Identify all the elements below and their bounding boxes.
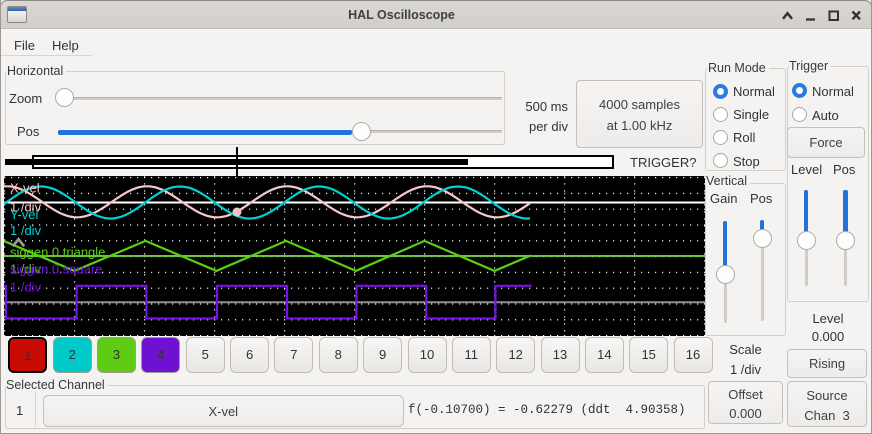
svg-text:Y-vel: Y-vel: [10, 207, 39, 222]
svg-text:1 /div: 1 /div: [10, 279, 42, 294]
svg-text:X-vel: X-vel: [10, 180, 40, 195]
svg-text:siggen.0.square: siggen.0.square: [10, 261, 103, 276]
svg-text:1 /div: 1 /div: [10, 261, 42, 276]
svg-text:1 /div: 1 /div: [10, 199, 42, 214]
svg-text:siggen.0.triangle: siggen.0.triangle: [10, 244, 105, 259]
svg-text:1 /div: 1 /div: [10, 223, 42, 238]
